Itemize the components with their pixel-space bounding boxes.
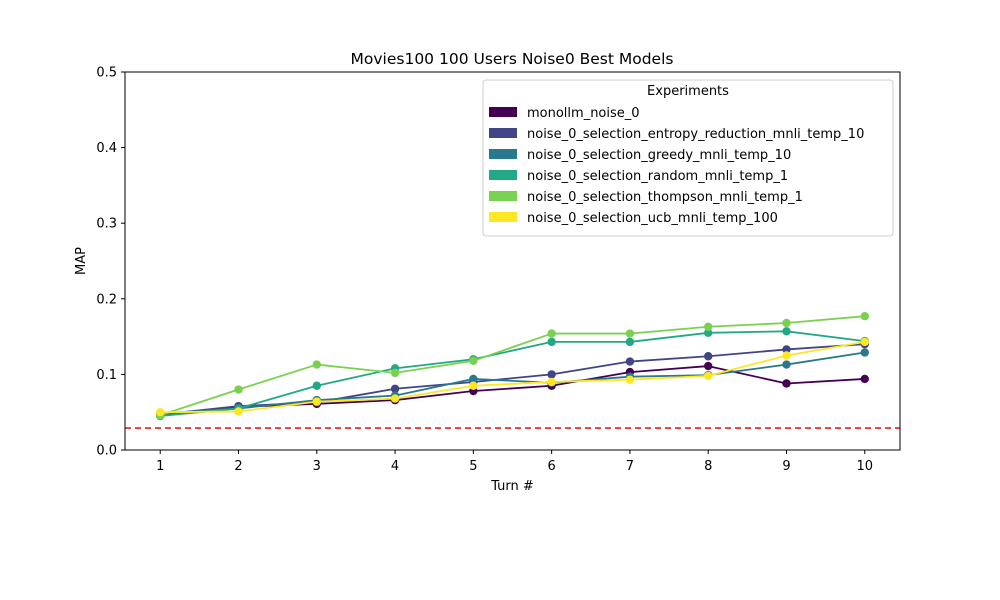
data-point-noise-0-selection-random-mnli-temp-1 [312,381,321,390]
data-point-noise-0-selection-ucb-mnli-temp-100 [312,397,321,406]
data-point-monollm-noise-0 [860,374,869,384]
data-point-noise-0-selection-thompson-mnli-temp-1 [390,368,400,378]
x-axis-label: Turn # [490,479,534,494]
data-point-noise-0-selection-thompson-mnli-temp-1 [547,329,556,338]
series-line-monollm-noise-0 [160,365,865,416]
data-point-noise-0-selection-ucb-mnli-temp-100 [704,371,713,381]
data-point-noise-0-selection-entropy-reduction-mnli-temp-10 [704,352,713,361]
plot-area [125,311,900,429]
x-tick-label: 5 [469,459,477,474]
data-point-noise-0-selection-random-mnli-temp-1 [704,328,713,338]
legend-entry: monollm_noise_0 [527,106,640,121]
legend-swatch [489,149,517,159]
data-point-noise-0-selection-entropy-reduction-mnli-temp-10 [625,357,635,366]
axes-frame [124,71,901,451]
legend-box [482,79,894,237]
data-point-noise-0-selection-entropy-reduction-mnli-temp-10 [547,370,556,379]
x-tick-label: 7 [626,459,634,474]
data-point-noise-0-selection-thompson-mnli-temp-1 [234,385,243,394]
data-point-monollm-noise-0 [704,361,713,371]
legend: Experiments monollm_noise_0 noise_0_select… [482,79,894,237]
y-tick-label: 0.3 [96,217,117,232]
data-point-noise-0-selection-ucb-mnli-temp-100 [469,381,478,390]
x-tick-label: 3 [313,459,321,474]
x-tick-label: 2 [234,459,242,474]
x-tick-label: 9 [782,459,790,474]
data-point-noise-0-selection-greedy-mnli-temp-10 [860,348,869,357]
data-point-noise-0-selection-thompson-mnli-temp-1 [704,322,713,331]
data-point-noise-0-selection-ucb-mnli-temp-100 [234,407,243,416]
y-axis-label: MAP [74,247,89,275]
x-tick-label: 1 [156,459,164,474]
data-point-noise-0-selection-greedy-mnli-temp-10 [782,360,791,369]
data-point-noise-0-selection-thompson-mnli-temp-1 [782,318,791,328]
legend-title: Experiments [647,84,729,99]
data-point-noise-0-selection-random-mnli-temp-1 [625,337,635,347]
legend-swatch [489,191,517,201]
y-tick-label: 0.4 [96,141,117,156]
axis-ticks: 1 2 3 4 5 6 7 8 9 10 0.0 0.1 0.2 0.3 0.4 0.5 [96,66,873,475]
data-point-noise-0-selection-ucb-mnli-temp-100 [156,408,165,417]
legend-entry: noise_0_selection_greedy_mnli_temp_10 [527,148,791,163]
x-tick-label: 8 [704,459,712,474]
series-line-noise-0-selection-greedy-mnli-temp-10 [160,351,865,415]
data-point-noise-0-selection-thompson-mnli-temp-1 [860,311,869,321]
y-tick-label: 0.1 [96,368,117,383]
data-point-noise-0-selection-entropy-reduction-mnli-temp-10 [782,345,791,354]
legend-swatch [489,170,517,180]
data-point-noise-0-selection-ucb-mnli-temp-100 [547,377,556,387]
legend-swatch [489,107,517,117]
data-point-noise-0-selection-greedy-mnli-temp-10 [469,374,478,384]
data-point-noise-0-selection-thompson-mnli-temp-1 [625,329,635,338]
y-tick-label: 0.5 [96,66,117,81]
data-point-noise-0-selection-ucb-mnli-temp-100 [782,351,791,360]
series-line-noise-0-selection-ucb-mnli-temp-100 [160,341,865,414]
legend-swatch [489,128,517,138]
data-point-noise-0-selection-random-mnli-temp-1 [547,337,556,347]
legend-entry: noise_0_selection_thompson_mnli_temp_1 [527,190,803,205]
data-point-noise-0-selection-thompson-mnli-temp-1 [469,356,478,365]
legend-entry: noise_0_selection_entropy_reduction_mnli… [527,127,864,142]
data-point-noise-0-selection-entropy-reduction-mnli-temp-10 [390,384,400,393]
series-line-noise-0-selection-entropy-reduction-mnli-temp-10 [160,343,865,416]
legend-entry: noise_0_selection_ucb_mnli_temp_100 [527,211,778,226]
data-point-monollm-noise-0 [782,379,791,388]
legend-swatch [489,212,517,222]
legend-entry: noise_0_selection_random_mnli_temp_1 [527,169,788,184]
data-point-noise-0-selection-random-mnli-temp-1 [782,327,791,336]
data-point-noise-0-selection-ucb-mnli-temp-100 [390,394,400,403]
series-line-noise-0-selection-random-mnli-temp-1 [160,330,865,417]
data-point-noise-0-selection-ucb-mnli-temp-100 [860,337,869,347]
y-tick-label: 0.2 [96,292,117,307]
y-tick-label: 0.0 [96,444,117,459]
series-line-noise-0-selection-thompson-mnli-temp-1 [159,315,865,417]
x-tick-label: 6 [548,459,556,474]
data-point-noise-0-selection-ucb-mnli-temp-100 [625,375,635,384]
x-tick-label: 4 [391,459,399,474]
chart-title: Movies100 100 Users Noise0 Best Models [351,50,674,68]
data-point-noise-0-selection-thompson-mnli-temp-1 [312,360,321,369]
x-tick-label: 10 [856,459,873,474]
